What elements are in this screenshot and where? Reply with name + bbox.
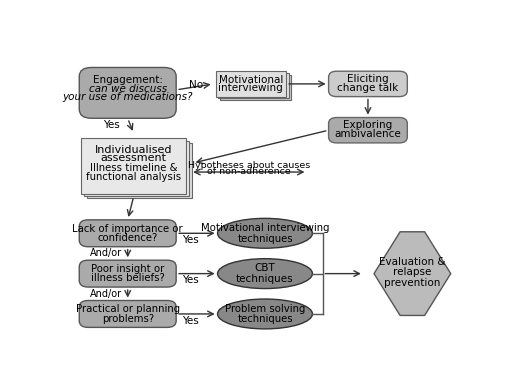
FancyBboxPatch shape bbox=[79, 300, 176, 327]
Text: techniques: techniques bbox=[237, 314, 293, 324]
Text: techniques: techniques bbox=[236, 274, 294, 284]
Text: illness beliefs?: illness beliefs? bbox=[91, 274, 165, 283]
Text: change talk: change talk bbox=[337, 83, 399, 93]
Text: And/or: And/or bbox=[90, 289, 121, 299]
Ellipse shape bbox=[218, 259, 313, 289]
Text: Problem solving: Problem solving bbox=[225, 303, 305, 314]
Bar bbox=[220, 75, 291, 100]
Text: Eliciting: Eliciting bbox=[347, 74, 389, 84]
FancyBboxPatch shape bbox=[329, 71, 407, 97]
Bar bbox=[216, 71, 286, 97]
Text: interviewing: interviewing bbox=[218, 83, 283, 94]
Text: Motivational interviewing: Motivational interviewing bbox=[201, 223, 329, 233]
Text: of non-adherence: of non-adherence bbox=[207, 167, 291, 176]
Ellipse shape bbox=[218, 299, 313, 329]
Text: confidence?: confidence? bbox=[97, 233, 158, 243]
Text: Engagement:: Engagement: bbox=[93, 75, 163, 85]
Text: Yes: Yes bbox=[182, 315, 199, 326]
Text: Exploring: Exploring bbox=[343, 120, 393, 130]
Text: ambivalence: ambivalence bbox=[334, 129, 401, 139]
Text: Hypotheses about causes: Hypotheses about causes bbox=[188, 161, 310, 170]
Text: Motivational: Motivational bbox=[219, 75, 283, 85]
Text: Poor insight or: Poor insight or bbox=[91, 264, 164, 274]
Text: relapse: relapse bbox=[393, 267, 431, 277]
Text: Illness timeline &: Illness timeline & bbox=[90, 163, 178, 173]
Text: assessment: assessment bbox=[101, 153, 167, 163]
Text: Yes: Yes bbox=[182, 235, 199, 245]
Ellipse shape bbox=[218, 218, 313, 248]
Text: prevention: prevention bbox=[384, 277, 441, 288]
Text: functional analysis: functional analysis bbox=[86, 171, 181, 182]
Text: problems?: problems? bbox=[102, 314, 154, 324]
Text: Evaluation &: Evaluation & bbox=[379, 257, 445, 267]
FancyBboxPatch shape bbox=[79, 220, 176, 247]
Bar bbox=[218, 73, 289, 99]
Text: Lack of importance or: Lack of importance or bbox=[72, 223, 183, 234]
Text: Yes: Yes bbox=[182, 275, 199, 285]
Polygon shape bbox=[374, 232, 451, 315]
Text: And/or: And/or bbox=[90, 248, 121, 258]
Text: Yes: Yes bbox=[103, 120, 120, 130]
Text: can we discuss: can we discuss bbox=[89, 84, 167, 94]
Text: your use of medications?: your use of medications? bbox=[63, 92, 193, 102]
Bar bbox=[84, 140, 189, 196]
FancyBboxPatch shape bbox=[79, 260, 176, 287]
FancyBboxPatch shape bbox=[329, 118, 407, 143]
Text: No: No bbox=[189, 80, 203, 90]
FancyBboxPatch shape bbox=[79, 68, 176, 118]
Bar bbox=[87, 143, 192, 198]
Bar bbox=[81, 139, 187, 194]
Text: Practical or planning: Practical or planning bbox=[76, 304, 180, 314]
Text: Individualised: Individualised bbox=[95, 145, 172, 155]
Text: techniques: techniques bbox=[237, 234, 293, 244]
Text: CBT: CBT bbox=[255, 263, 276, 273]
